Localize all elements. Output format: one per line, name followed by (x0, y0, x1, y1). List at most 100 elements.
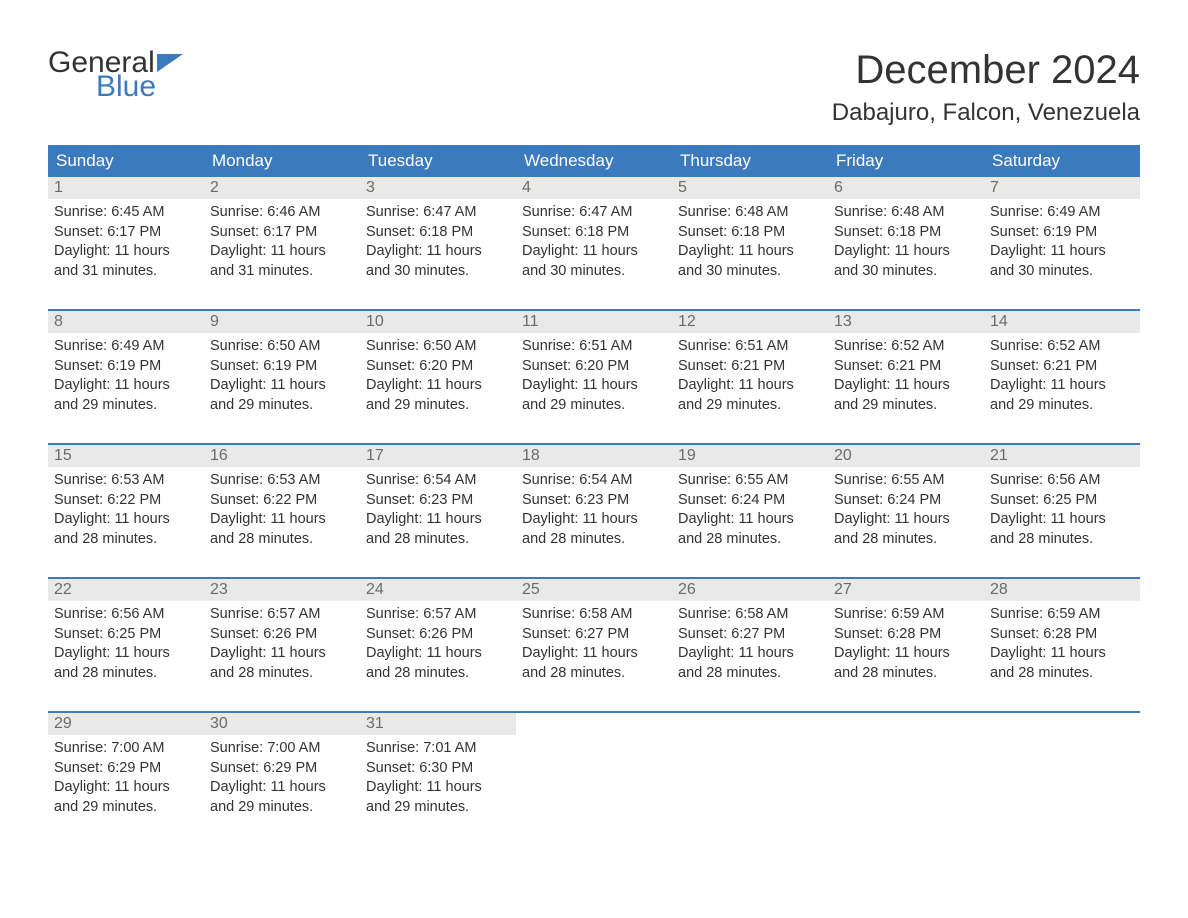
sunrise-line: Sunrise: 6:59 AM (990, 605, 1134, 625)
sunrise-line: Sunrise: 6:50 AM (210, 337, 354, 357)
day-cell: 4Sunrise: 6:47 AMSunset: 6:18 PMDaylight… (516, 177, 672, 293)
day-body: Sunrise: 6:54 AMSunset: 6:23 PMDaylight:… (516, 467, 672, 549)
day-body: Sunrise: 6:48 AMSunset: 6:18 PMDaylight:… (672, 199, 828, 281)
day-number: 31 (360, 713, 516, 735)
sunset-line: Sunset: 6:19 PM (210, 357, 354, 377)
day-cell: 18Sunrise: 6:54 AMSunset: 6:23 PMDayligh… (516, 445, 672, 561)
day-cell: 25Sunrise: 6:58 AMSunset: 6:27 PMDayligh… (516, 579, 672, 695)
daylight-line-2: and 29 minutes. (678, 396, 822, 416)
day-number: 11 (516, 311, 672, 333)
day-body: Sunrise: 6:58 AMSunset: 6:27 PMDaylight:… (672, 601, 828, 683)
day-cell (984, 713, 1140, 829)
sunset-line: Sunset: 6:18 PM (834, 223, 978, 243)
day-number: 10 (360, 311, 516, 333)
day-number: 24 (360, 579, 516, 601)
sunset-line: Sunset: 6:28 PM (990, 625, 1134, 645)
sunset-line: Sunset: 6:18 PM (522, 223, 666, 243)
daylight-line-2: and 29 minutes. (366, 798, 510, 818)
daylight-line-2: and 29 minutes. (990, 396, 1134, 416)
daylight-line-2: and 28 minutes. (366, 664, 510, 684)
day-body: Sunrise: 6:48 AMSunset: 6:18 PMDaylight:… (828, 199, 984, 281)
day-body: Sunrise: 6:51 AMSunset: 6:21 PMDaylight:… (672, 333, 828, 415)
sunset-line: Sunset: 6:18 PM (678, 223, 822, 243)
day-body: Sunrise: 6:57 AMSunset: 6:26 PMDaylight:… (204, 601, 360, 683)
daylight-line-1: Daylight: 11 hours (678, 376, 822, 396)
day-cell: 15Sunrise: 6:53 AMSunset: 6:22 PMDayligh… (48, 445, 204, 561)
day-number: 22 (48, 579, 204, 601)
day-body: Sunrise: 6:53 AMSunset: 6:22 PMDaylight:… (48, 467, 204, 549)
daylight-line-1: Daylight: 11 hours (990, 376, 1134, 396)
sunset-line: Sunset: 6:26 PM (210, 625, 354, 645)
day-cell (516, 713, 672, 829)
daylight-line-1: Daylight: 11 hours (678, 644, 822, 664)
sunrise-line: Sunrise: 6:54 AM (522, 471, 666, 491)
day-header-row: SundayMondayTuesdayWednesdayThursdayFrid… (48, 145, 1140, 177)
day-body: Sunrise: 6:49 AMSunset: 6:19 PMDaylight:… (984, 199, 1140, 281)
daylight-line-2: and 28 minutes. (678, 664, 822, 684)
sunrise-line: Sunrise: 6:46 AM (210, 203, 354, 223)
daylight-line-1: Daylight: 11 hours (834, 376, 978, 396)
day-number: 14 (984, 311, 1140, 333)
day-body: Sunrise: 6:52 AMSunset: 6:21 PMDaylight:… (984, 333, 1140, 415)
sunset-line: Sunset: 6:26 PM (366, 625, 510, 645)
day-body: Sunrise: 6:52 AMSunset: 6:21 PMDaylight:… (828, 333, 984, 415)
daylight-line-2: and 28 minutes. (366, 530, 510, 550)
sunset-line: Sunset: 6:29 PM (54, 759, 198, 779)
daylight-line-1: Daylight: 11 hours (54, 242, 198, 262)
day-cell: 2Sunrise: 6:46 AMSunset: 6:17 PMDaylight… (204, 177, 360, 293)
daylight-line-2: and 29 minutes. (834, 396, 978, 416)
day-body: Sunrise: 6:50 AMSunset: 6:19 PMDaylight:… (204, 333, 360, 415)
daylight-line-1: Daylight: 11 hours (522, 644, 666, 664)
day-number: 29 (48, 713, 204, 735)
sunrise-line: Sunrise: 6:45 AM (54, 203, 198, 223)
daylight-line-1: Daylight: 11 hours (210, 242, 354, 262)
day-cell: 1Sunrise: 6:45 AMSunset: 6:17 PMDaylight… (48, 177, 204, 293)
day-body: Sunrise: 6:58 AMSunset: 6:27 PMDaylight:… (516, 601, 672, 683)
day-number: 21 (984, 445, 1140, 467)
daylight-line-2: and 30 minutes. (834, 262, 978, 282)
daylight-line-1: Daylight: 11 hours (834, 644, 978, 664)
day-cell: 11Sunrise: 6:51 AMSunset: 6:20 PMDayligh… (516, 311, 672, 427)
day-cell: 29Sunrise: 7:00 AMSunset: 6:29 PMDayligh… (48, 713, 204, 829)
sunrise-line: Sunrise: 7:01 AM (366, 739, 510, 759)
sunrise-line: Sunrise: 6:54 AM (366, 471, 510, 491)
day-cell: 16Sunrise: 6:53 AMSunset: 6:22 PMDayligh… (204, 445, 360, 561)
sunset-line: Sunset: 6:21 PM (834, 357, 978, 377)
day-cell: 9Sunrise: 6:50 AMSunset: 6:19 PMDaylight… (204, 311, 360, 427)
daylight-line-2: and 29 minutes. (522, 396, 666, 416)
day-cell: 24Sunrise: 6:57 AMSunset: 6:26 PMDayligh… (360, 579, 516, 695)
day-number: 1 (48, 177, 204, 199)
daylight-line-1: Daylight: 11 hours (366, 644, 510, 664)
day-body: Sunrise: 6:57 AMSunset: 6:26 PMDaylight:… (360, 601, 516, 683)
sunset-line: Sunset: 6:27 PM (678, 625, 822, 645)
sunrise-line: Sunrise: 7:00 AM (54, 739, 198, 759)
day-cell: 5Sunrise: 6:48 AMSunset: 6:18 PMDaylight… (672, 177, 828, 293)
sunset-line: Sunset: 6:19 PM (990, 223, 1134, 243)
title-block: December 2024 Dabajuro, Falcon, Venezuel… (832, 48, 1140, 127)
day-number: 23 (204, 579, 360, 601)
day-number: 8 (48, 311, 204, 333)
day-cell: 17Sunrise: 6:54 AMSunset: 6:23 PMDayligh… (360, 445, 516, 561)
daylight-line-2: and 30 minutes. (522, 262, 666, 282)
sunrise-line: Sunrise: 6:47 AM (522, 203, 666, 223)
daylight-line-1: Daylight: 11 hours (210, 510, 354, 530)
day-number: 4 (516, 177, 672, 199)
sunrise-line: Sunrise: 6:51 AM (522, 337, 666, 357)
daylight-line-2: and 28 minutes. (210, 530, 354, 550)
day-body: Sunrise: 6:51 AMSunset: 6:20 PMDaylight:… (516, 333, 672, 415)
sunrise-line: Sunrise: 6:50 AM (366, 337, 510, 357)
day-number: 3 (360, 177, 516, 199)
day-cell: 20Sunrise: 6:55 AMSunset: 6:24 PMDayligh… (828, 445, 984, 561)
sunset-line: Sunset: 6:25 PM (990, 491, 1134, 511)
daylight-line-2: and 31 minutes. (54, 262, 198, 282)
day-header-monday: Monday (204, 145, 360, 177)
sunset-line: Sunset: 6:25 PM (54, 625, 198, 645)
week-row: 29Sunrise: 7:00 AMSunset: 6:29 PMDayligh… (48, 711, 1140, 829)
daylight-line-2: and 29 minutes. (210, 396, 354, 416)
sunset-line: Sunset: 6:30 PM (366, 759, 510, 779)
sunset-line: Sunset: 6:22 PM (54, 491, 198, 511)
day-cell: 26Sunrise: 6:58 AMSunset: 6:27 PMDayligh… (672, 579, 828, 695)
sunset-line: Sunset: 6:21 PM (990, 357, 1134, 377)
daylight-line-1: Daylight: 11 hours (990, 644, 1134, 664)
day-cell: 30Sunrise: 7:00 AMSunset: 6:29 PMDayligh… (204, 713, 360, 829)
